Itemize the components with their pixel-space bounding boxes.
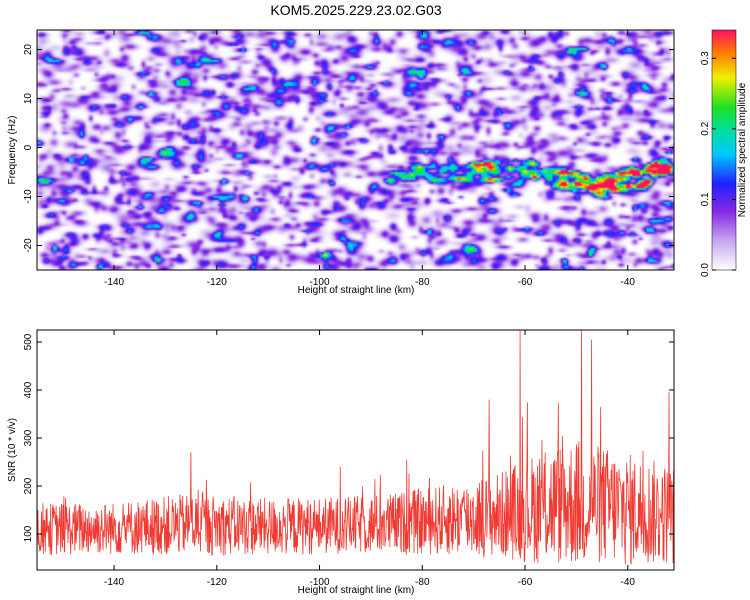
- snr-x-tick-label: -140: [104, 577, 124, 588]
- colorbar-tick-label: 0.3: [700, 51, 711, 65]
- figure-title: KOM5.2025.229.23.02.G03: [270, 2, 441, 18]
- spectrogram-y-tick-label: 0: [23, 144, 34, 150]
- spectrogram-x-tick-label: -60: [518, 277, 533, 288]
- colorbar: 0.0 0.1 0.2 0.3 Normalized spectral amplitu…: [700, 29, 748, 277]
- snr-y-tick-label: 100: [23, 525, 34, 542]
- snr-y-tick-label: 300: [23, 429, 34, 446]
- spectrogram-x-tick-label: -40: [621, 277, 636, 288]
- spectrogram-y-axis: -20 -10 0 10 20: [23, 44, 674, 253]
- spectrogram-y-tick-label: -20: [23, 238, 34, 253]
- snr-x-tick-label: -60: [518, 577, 533, 588]
- colorbar-tick-label: 0.2: [700, 121, 711, 135]
- spectrogram-frame: [36, 29, 675, 271]
- spectrogram-y-tick-label: 10: [23, 93, 34, 105]
- spectrogram-x-tick-label: -140: [104, 277, 124, 288]
- spectrogram-y-tick-label: 20: [23, 44, 34, 56]
- snr-x-label: Height of straight line (km): [298, 585, 415, 596]
- snr-x-axis: -140 -120 -100 -80 -60 -40: [104, 330, 635, 588]
- snr-y-tick-label: 500: [23, 333, 34, 350]
- snr-x-tick-label: -80: [415, 577, 430, 588]
- snr-series-line: [37, 330, 674, 565]
- spectrogram-x-tick-label: -120: [207, 277, 227, 288]
- snr-y-tick-label: 400: [23, 381, 34, 398]
- spectrogram-x-tick-label: -100: [310, 277, 330, 288]
- spectrogram-y-label: Frequency (Hz): [7, 116, 18, 185]
- snr-x-tick-label: -40: [621, 577, 636, 588]
- snr-frame: [36, 329, 675, 571]
- colorbar-gradient: [711, 29, 737, 271]
- spectrogram-x-axis: -140 -120 -100 -80 -60 -40: [104, 30, 635, 288]
- colorbar-tick-label: 0.0: [700, 263, 711, 277]
- snr-x-tick-label: -120: [207, 577, 227, 588]
- snr-panel: -140 -120 -100 -80 -60 -40 100 200 300 400 500 He…: [7, 329, 675, 596]
- snr-x-tick-label: -100: [310, 577, 330, 588]
- colorbar-ticks: 0.0 0.1 0.2 0.3: [700, 51, 736, 277]
- spectrogram-heatmap: [37, 30, 674, 270]
- spectrogram-y-tick-label: -10: [23, 189, 34, 204]
- spectrogram-x-label: Height of straight line (km): [298, 285, 415, 296]
- snr-y-label: SNR (10 * v/v): [7, 418, 18, 482]
- colorbar-label: Normalized spectral amplitude: [737, 82, 748, 217]
- spectrogram-x-tick-label: -80: [415, 277, 430, 288]
- snr-y-axis: 100 200 300 400 500: [23, 333, 674, 542]
- snr-y-tick-label: 200: [23, 477, 34, 494]
- colorbar-tick-label: 0.1: [700, 192, 711, 206]
